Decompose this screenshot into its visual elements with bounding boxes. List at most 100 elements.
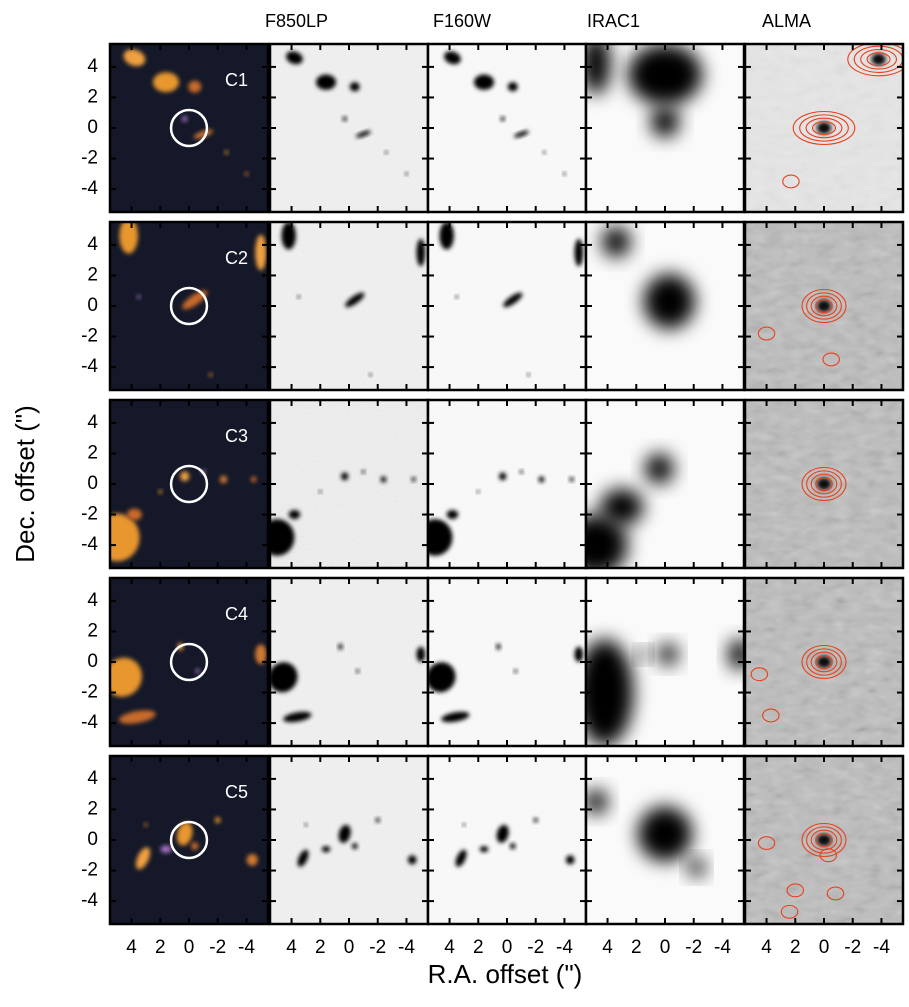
source bbox=[503, 292, 523, 308]
y-tick-label: 0 bbox=[87, 295, 98, 316]
source bbox=[355, 130, 371, 138]
contour bbox=[806, 292, 842, 320]
contour bbox=[801, 644, 847, 680]
source bbox=[182, 290, 208, 310]
image-panel bbox=[426, 576, 588, 748]
image-content bbox=[586, 400, 744, 568]
source bbox=[586, 44, 611, 95]
aperture bbox=[169, 286, 209, 326]
source bbox=[687, 858, 706, 877]
image-panel bbox=[584, 42, 746, 214]
y-axis-label: Dec. offset (") bbox=[10, 405, 40, 563]
source bbox=[176, 822, 193, 846]
x-tick-label: 2 bbox=[315, 937, 326, 958]
source bbox=[321, 846, 331, 853]
x-tick-label: -4 bbox=[714, 937, 731, 958]
contour bbox=[801, 466, 847, 502]
y-tick-label: 2 bbox=[87, 86, 98, 107]
image-panel bbox=[268, 398, 430, 570]
source bbox=[191, 842, 199, 851]
image-content bbox=[270, 578, 428, 746]
source bbox=[384, 150, 388, 154]
noise bbox=[428, 400, 586, 568]
source bbox=[527, 373, 530, 377]
source bbox=[304, 823, 308, 827]
image-panel bbox=[743, 220, 905, 392]
contour bbox=[810, 651, 838, 673]
x-tick-label: 4 bbox=[286, 937, 297, 958]
y-tick-label: 4 bbox=[87, 590, 98, 611]
column-title: F160W bbox=[433, 11, 491, 31]
contour bbox=[866, 52, 891, 67]
source bbox=[439, 222, 454, 250]
x-tick-label: 2 bbox=[631, 937, 642, 958]
source bbox=[286, 51, 303, 65]
source bbox=[380, 476, 387, 483]
contour bbox=[806, 648, 842, 676]
source bbox=[444, 51, 461, 65]
contour bbox=[799, 114, 849, 142]
image-content bbox=[270, 400, 428, 568]
source bbox=[119, 222, 139, 254]
source bbox=[542, 150, 546, 154]
contour bbox=[782, 174, 800, 189]
source bbox=[538, 476, 545, 483]
x-tick-label: 4 bbox=[126, 937, 137, 958]
x-tick-label: -2 bbox=[369, 937, 386, 958]
source bbox=[270, 662, 298, 693]
source bbox=[123, 49, 146, 67]
y-tick-label: 4 bbox=[87, 768, 98, 789]
image-panel bbox=[268, 576, 430, 748]
image-panel: C3 4 2 0 -2 -4 bbox=[81, 398, 270, 570]
contour bbox=[806, 470, 842, 498]
source bbox=[349, 82, 360, 92]
source bbox=[565, 855, 575, 865]
y-tick-label: 4 bbox=[87, 56, 98, 77]
source bbox=[446, 509, 459, 520]
y-tick-label: 2 bbox=[87, 620, 98, 641]
source bbox=[657, 643, 678, 666]
x-tick-label: 2 bbox=[790, 937, 801, 958]
source bbox=[181, 115, 188, 122]
column-title: F850LP bbox=[265, 11, 328, 31]
source bbox=[644, 453, 674, 484]
y-tick-label: -4 bbox=[81, 890, 98, 911]
source bbox=[369, 373, 372, 377]
image-panel: C2 4 2 0 -2 -4 bbox=[81, 220, 270, 392]
source bbox=[509, 843, 516, 850]
source bbox=[355, 669, 360, 673]
row-label: C1 bbox=[225, 70, 248, 90]
image-panel bbox=[743, 42, 905, 214]
source bbox=[224, 150, 229, 155]
source bbox=[455, 849, 467, 867]
image-panel bbox=[426, 42, 588, 214]
source bbox=[479, 846, 489, 853]
image-content bbox=[745, 44, 903, 212]
source bbox=[405, 172, 408, 176]
source bbox=[297, 295, 301, 299]
x-tick-label: 0 bbox=[502, 937, 513, 958]
image-panel bbox=[584, 220, 746, 392]
source bbox=[476, 490, 480, 494]
noise bbox=[428, 756, 586, 924]
source bbox=[288, 509, 301, 520]
source bbox=[315, 74, 337, 90]
image-content bbox=[428, 578, 586, 746]
contour bbox=[810, 473, 838, 495]
source bbox=[816, 833, 832, 847]
image-panel: 4 2 0 -2 -4 bbox=[584, 754, 746, 958]
source bbox=[513, 130, 529, 138]
contour bbox=[786, 883, 805, 898]
contour bbox=[815, 655, 833, 669]
source bbox=[643, 273, 696, 329]
source bbox=[513, 669, 518, 673]
source bbox=[650, 106, 680, 138]
x-tick-label: -4 bbox=[398, 937, 415, 958]
source bbox=[318, 490, 322, 494]
contour bbox=[815, 299, 833, 313]
source bbox=[255, 644, 267, 665]
image-panel bbox=[743, 398, 905, 570]
contour bbox=[847, 44, 903, 77]
source bbox=[244, 171, 249, 176]
contour bbox=[811, 121, 837, 135]
